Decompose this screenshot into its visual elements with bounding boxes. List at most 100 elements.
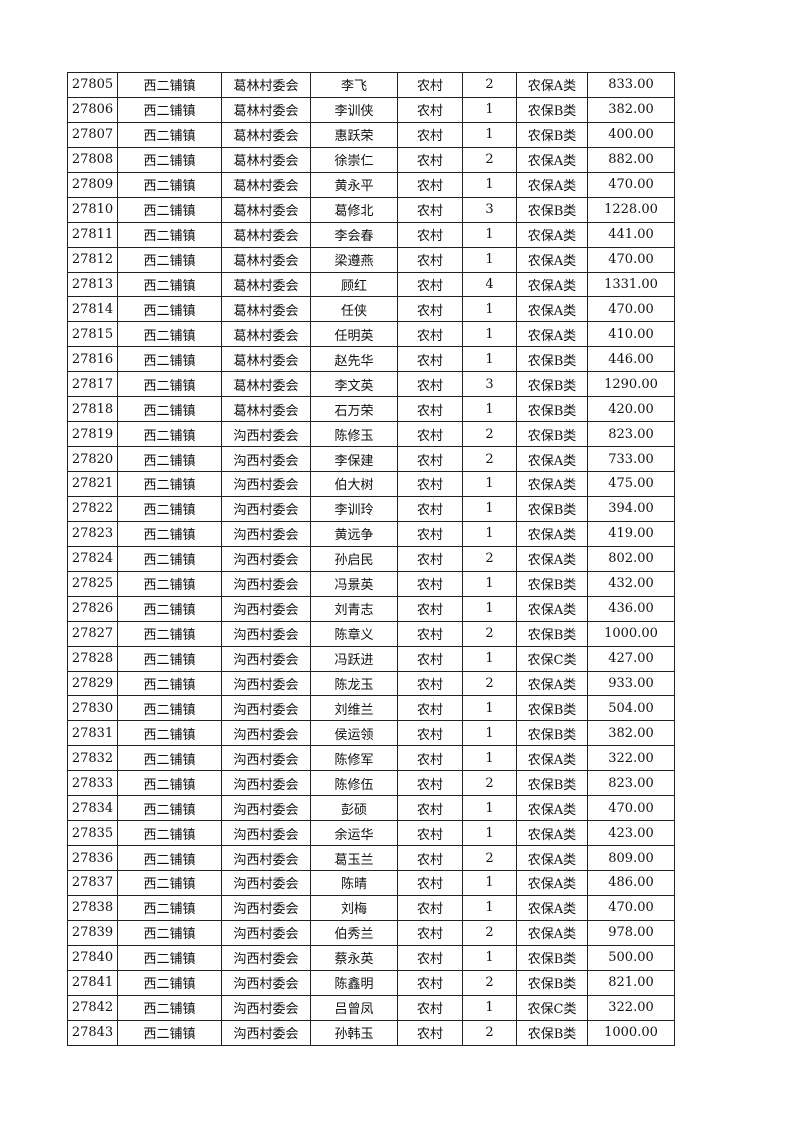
insurance-type-cell: 农保B类 xyxy=(516,770,588,797)
amount-cell: 427.00 xyxy=(587,645,675,672)
area-type-cell: 农村 xyxy=(397,670,463,697)
table-body: 27805 西二铺镇 葛林村委会 李飞 农村 2 农保A类 833.00 27806 西二铺镇 葛林… xyxy=(67,72,675,1046)
insurance-type-cell: 农保B类 xyxy=(516,570,588,597)
area-type-cell: 农村 xyxy=(397,919,463,946)
town-cell: 西二铺镇 xyxy=(117,1019,222,1046)
insurance-type-cell: 农保A类 xyxy=(516,870,588,896)
village-cell: 葛林村委会 xyxy=(221,321,311,348)
count-cell: 1 xyxy=(462,745,517,772)
amount-cell: 802.00 xyxy=(587,545,675,572)
town-cell: 西二铺镇 xyxy=(117,919,222,946)
name-cell: 李文英 xyxy=(310,371,398,398)
table-row: 27828 西二铺镇 沟西村委会 冯跃进 农村 1 农保C类 427.00 xyxy=(67,645,675,672)
insurance-type-cell: 农保B类 xyxy=(516,969,588,996)
name-cell: 陈修军 xyxy=(310,745,398,772)
name-cell: 吕曾凤 xyxy=(310,994,398,1021)
area-type-cell: 农村 xyxy=(397,171,463,198)
area-type-cell: 农村 xyxy=(397,520,463,547)
id-cell: 27824 xyxy=(67,545,118,572)
table-row: 27808 西二铺镇 葛林村委会 徐崇仁 农村 2 农保A类 882.00 xyxy=(67,146,675,173)
village-cell: 沟西村委会 xyxy=(221,695,311,722)
insurance-type-cell: 农保A类 xyxy=(516,845,588,871)
town-cell: 西二铺镇 xyxy=(117,795,222,822)
amount-cell: 823.00 xyxy=(587,770,675,797)
village-cell: 沟西村委会 xyxy=(221,969,311,996)
id-cell: 27805 xyxy=(67,72,118,98)
name-cell: 彭硕 xyxy=(310,795,398,822)
name-cell: 顾红 xyxy=(310,271,398,298)
name-cell: 陈章义 xyxy=(310,620,398,647)
area-type-cell: 农村 xyxy=(397,944,463,971)
town-cell: 西二铺镇 xyxy=(117,845,222,871)
amount-cell: 470.00 xyxy=(587,171,675,198)
town-cell: 西二铺镇 xyxy=(117,296,222,323)
id-cell: 27817 xyxy=(67,371,118,398)
id-cell: 27821 xyxy=(67,471,118,497)
name-cell: 蔡永英 xyxy=(310,944,398,971)
name-cell: 陈鑫明 xyxy=(310,969,398,996)
area-type-cell: 农村 xyxy=(397,271,463,298)
area-type-cell: 农村 xyxy=(397,221,463,248)
name-cell: 刘青志 xyxy=(310,595,398,622)
table-row: 27829 西二铺镇 沟西村委会 陈龙玉 农村 2 农保A类 933.00 xyxy=(67,670,675,697)
town-cell: 西二铺镇 xyxy=(117,969,222,996)
town-cell: 西二铺镇 xyxy=(117,520,222,547)
town-cell: 西二铺镇 xyxy=(117,770,222,797)
count-cell: 1 xyxy=(462,595,517,622)
town-cell: 西二铺镇 xyxy=(117,371,222,398)
town-cell: 西二铺镇 xyxy=(117,545,222,572)
village-cell: 沟西村委会 xyxy=(221,595,311,622)
amount-cell: 423.00 xyxy=(587,820,675,847)
amount-cell: 441.00 xyxy=(587,221,675,248)
name-cell: 陈修伍 xyxy=(310,770,398,797)
insurance-type-cell: 农保A类 xyxy=(516,72,588,98)
area-type-cell: 农村 xyxy=(397,595,463,622)
table-row: 27817 西二铺镇 葛林村委会 李文英 农村 3 农保B类 1290.00 xyxy=(67,371,675,398)
table-row: 27840 西二铺镇 沟西村委会 蔡永英 农村 1 农保B类 500.00 xyxy=(67,944,675,971)
village-cell: 沟西村委会 xyxy=(221,894,311,921)
area-type-cell: 农村 xyxy=(397,446,463,472)
town-cell: 西二铺镇 xyxy=(117,645,222,672)
name-cell: 伯秀兰 xyxy=(310,919,398,946)
name-cell: 陈龙玉 xyxy=(310,670,398,697)
name-cell: 孙启民 xyxy=(310,545,398,572)
id-cell: 27807 xyxy=(67,121,118,148)
table-row: 27821 西二铺镇 沟西村委会 伯大树 农村 1 农保A类 475.00 xyxy=(67,471,675,497)
table-row: 27806 西二铺镇 葛林村委会 李训侠 农村 1 农保B类 382.00 xyxy=(67,96,675,123)
insurance-type-cell: 农保A类 xyxy=(516,670,588,697)
insurance-type-cell: 农保C类 xyxy=(516,994,588,1021)
id-cell: 27815 xyxy=(67,321,118,348)
table-row: 27825 西二铺镇 沟西村委会 冯景英 农村 1 农保B类 432.00 xyxy=(67,570,675,597)
count-cell: 2 xyxy=(462,845,517,871)
insurance-type-cell: 农保A类 xyxy=(516,146,588,173)
amount-cell: 486.00 xyxy=(587,870,675,896)
town-cell: 西二铺镇 xyxy=(117,196,222,223)
amount-cell: 322.00 xyxy=(587,745,675,772)
village-cell: 沟西村委会 xyxy=(221,421,311,448)
id-cell: 27831 xyxy=(67,720,118,747)
village-cell: 沟西村委会 xyxy=(221,795,311,822)
insurance-type-cell: 农保A类 xyxy=(516,520,588,547)
town-cell: 西二铺镇 xyxy=(117,96,222,123)
area-type-cell: 农村 xyxy=(397,795,463,822)
village-cell: 沟西村委会 xyxy=(221,545,311,572)
village-cell: 沟西村委会 xyxy=(221,745,311,772)
amount-cell: 882.00 xyxy=(587,146,675,173)
insurance-type-cell: 农保B类 xyxy=(516,495,588,522)
insurance-type-cell: 农保B类 xyxy=(516,1019,588,1046)
name-cell: 余运华 xyxy=(310,820,398,847)
amount-cell: 809.00 xyxy=(587,845,675,871)
amount-cell: 470.00 xyxy=(587,246,675,273)
town-cell: 西二铺镇 xyxy=(117,321,222,348)
table-row: 27833 西二铺镇 沟西村委会 陈修伍 农村 2 农保B类 823.00 xyxy=(67,770,675,797)
area-type-cell: 农村 xyxy=(397,346,463,373)
table-row: 27837 西二铺镇 沟西村委会 陈晴 农村 1 农保A类 486.00 xyxy=(67,870,675,896)
insurance-type-cell: 农保B类 xyxy=(516,720,588,747)
village-cell: 葛林村委会 xyxy=(221,221,311,248)
town-cell: 西二铺镇 xyxy=(117,745,222,772)
village-cell: 沟西村委会 xyxy=(221,1019,311,1046)
town-cell: 西二铺镇 xyxy=(117,994,222,1021)
name-cell: 任明英 xyxy=(310,321,398,348)
table-row: 27811 西二铺镇 葛林村委会 李会春 农村 1 农保A类 441.00 xyxy=(67,221,675,248)
village-cell: 沟西村委会 xyxy=(221,620,311,647)
